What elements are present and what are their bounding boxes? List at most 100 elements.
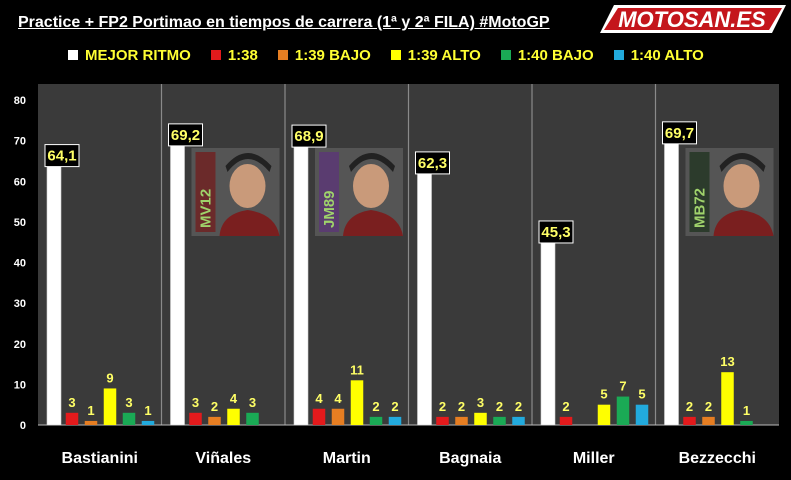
category-label: Viñales	[195, 450, 251, 467]
bar-1-39-bajo	[455, 416, 468, 425]
data-label-1-40-bajo: 7	[619, 379, 626, 394]
chart-title: Practice + FP2 Portimao en tiempos de ca…	[18, 14, 550, 31]
rider-photo-vinales: MV12	[191, 148, 280, 236]
legend-item-1-38: 1:38	[210, 46, 258, 64]
bar-1-38	[436, 416, 449, 425]
data-label-1-38: 2	[562, 399, 569, 414]
data-label-1-38: 2	[686, 399, 693, 414]
bar-1-39-alto	[103, 388, 117, 425]
y-tick-label: 0	[20, 420, 26, 432]
legend-swatch	[613, 50, 624, 60]
y-tick-label: 60	[14, 176, 26, 188]
data-label-1-39-bajo: 2	[458, 399, 465, 414]
data-label-box	[44, 144, 80, 168]
data-label-mejor-ritmo: 64,1	[47, 148, 76, 165]
legend-swatch	[277, 50, 288, 60]
bar-1-40-alto	[141, 420, 155, 425]
legend-label: 1:38	[227, 46, 258, 64]
photo-stripe	[195, 152, 216, 232]
y-tick-label: 80	[14, 95, 26, 107]
category-label: Bezzecchi	[679, 450, 756, 467]
data-label-1-39-alto: 11	[350, 362, 364, 377]
legend: MEJOR RITMO 1:38 1:39 BAJO 1:39 ALTO 1:40 BA…	[68, 46, 704, 64]
bar-1-40-alto	[388, 416, 402, 425]
data-label-mejor-ritmo: 69,7	[665, 125, 694, 142]
bar-1-40-bajo	[246, 412, 259, 425]
rider-cap	[719, 153, 766, 172]
data-label-1-40-bajo: 1	[743, 403, 750, 418]
bar-1-38	[559, 416, 573, 425]
data-label-1-40-bajo: 3	[125, 395, 132, 410]
data-label-1-39-alto: 4	[230, 391, 238, 406]
category-label: Martin	[323, 450, 371, 467]
bar-1-38	[312, 408, 326, 425]
bar-1-39-alto	[474, 412, 487, 425]
rider-number-text: MB72	[692, 188, 709, 228]
data-label-1-38: 3	[68, 395, 75, 410]
bar-1-38	[65, 412, 79, 425]
data-label-1-39-alto: 13	[720, 354, 734, 369]
rider-number-text: JM89	[321, 190, 338, 228]
y-tick-label: 40	[14, 258, 26, 270]
legend-label: 1:39 ALTO	[407, 46, 481, 64]
legend-item-1-39-bajo: 1:39 BAJO	[277, 46, 371, 64]
bar-1-39-bajo	[208, 416, 221, 425]
legend-label: 1:39 BAJO	[294, 46, 371, 64]
data-label-mejor-ritmo: 45,3	[541, 224, 570, 241]
data-label-1-38: 3	[192, 395, 199, 410]
rider-cap	[349, 153, 395, 172]
bar-mejor-ritmo	[170, 143, 185, 426]
data-label-mejor-ritmo: 62,3	[418, 155, 447, 172]
category-label: Miller	[573, 450, 615, 467]
legend-label: 1:40 BAJO	[517, 46, 594, 64]
rider-cap	[225, 153, 272, 172]
data-label-box	[662, 121, 697, 145]
data-label-1-40-alto: 2	[515, 399, 522, 414]
motosan-logo: MOTOSAN.ES	[600, 5, 786, 33]
data-label-1-38: 4	[315, 391, 323, 406]
bar-1-40-alto	[512, 416, 525, 425]
legend-swatch	[68, 50, 78, 60]
data-label-1-40-alto: 2	[391, 399, 398, 414]
legend-swatch	[390, 50, 401, 60]
bar-1-39-bajo	[702, 416, 715, 425]
bar-1-39-alto	[350, 380, 364, 425]
data-label-1-40-bajo: 3	[249, 395, 256, 410]
bar-1-38	[683, 416, 696, 425]
legend-label: 1:40 ALTO	[630, 46, 704, 64]
y-tick-label: 20	[14, 339, 26, 351]
bar-1-39-alto	[227, 408, 240, 425]
data-label-1-39-bajo: 2	[705, 399, 712, 414]
rider-face	[353, 164, 389, 208]
data-label-1-39-alto: 5	[600, 387, 607, 402]
category-label: Bastianini	[62, 450, 138, 467]
legend-item-mejor-ritmo: MEJOR RITMO	[68, 47, 191, 64]
data-label-box	[291, 124, 327, 148]
data-label-1-39-bajo: 4	[334, 391, 342, 406]
bar-1-40-bajo	[493, 416, 506, 425]
y-tick-label: 70	[14, 136, 26, 148]
data-label-1-39-bajo: 1	[87, 403, 94, 418]
bar-mejor-ritmo	[540, 240, 556, 426]
bar-1-39-alto	[597, 404, 611, 425]
y-tick-label: 10	[14, 379, 26, 391]
data-label-1-39-alto: 9	[106, 370, 113, 385]
rider-photo-bezzecchi: MB72	[685, 148, 774, 236]
legend-item-1-40-bajo: 1:40 BAJO	[500, 46, 594, 64]
legend-item-1-40-alto: 1:40 ALTO	[613, 46, 704, 64]
data-label-box	[168, 123, 203, 147]
bar-mejor-ritmo	[664, 141, 679, 426]
category-label: Bagnaia	[439, 450, 501, 467]
rider-body	[713, 210, 774, 236]
bar-mejor-ritmo	[46, 164, 62, 426]
rider-number-text: MV12	[198, 189, 215, 228]
rider-body	[219, 210, 280, 236]
rider-body	[343, 210, 403, 236]
data-label-1-39-bajo: 2	[211, 399, 218, 414]
data-label-box	[415, 151, 450, 175]
bar-1-39-bajo	[331, 408, 345, 425]
legend-item-1-39-alto: 1:39 ALTO	[390, 46, 481, 64]
data-label-1-40-bajo: 2	[372, 399, 379, 414]
rider-photo-martin: JM89	[315, 148, 403, 236]
